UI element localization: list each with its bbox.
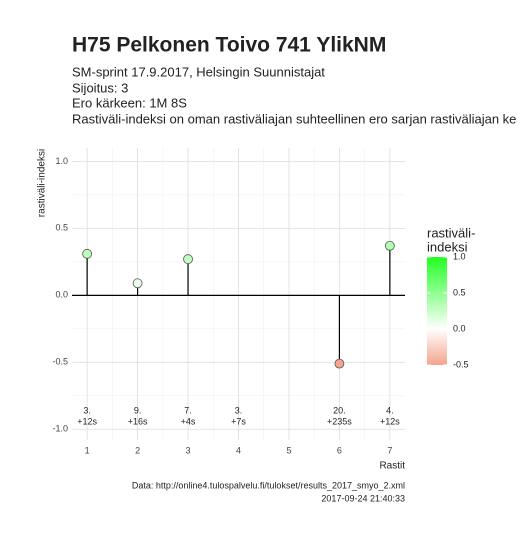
bottom-label: 20. bbox=[333, 405, 346, 415]
subtitle: Sijoitus: 3 bbox=[72, 80, 128, 95]
bottom-label: 7. bbox=[184, 405, 192, 415]
legend-tick-label: 1.0 bbox=[453, 251, 466, 261]
x-tick-label: 6 bbox=[337, 445, 342, 455]
y-axis-label: rastiväli-indeksi bbox=[37, 149, 48, 217]
bottom-label: +12s bbox=[77, 416, 97, 426]
bottom-label: 4. bbox=[386, 405, 394, 415]
point bbox=[183, 254, 193, 265]
bottom-label: +4s bbox=[181, 416, 196, 426]
bottom-label: 3. bbox=[83, 405, 91, 415]
subtitle: Rastiväli-indeksi on oman rastiväliajan … bbox=[72, 111, 517, 126]
subtitle: SM-sprint 17.9.2017, Helsingin Suunnista… bbox=[72, 64, 325, 79]
x-axis-label: Rastit bbox=[379, 461, 405, 472]
y-tick-label: 0.5 bbox=[55, 223, 68, 233]
subtitle: Ero kärkeen: 1M 8S bbox=[72, 95, 187, 110]
x-tick-label: 5 bbox=[286, 445, 291, 455]
colorbar bbox=[427, 257, 447, 365]
y-tick-label: -0.5 bbox=[52, 357, 68, 367]
x-tick-label: 2 bbox=[135, 445, 140, 455]
x-tick-label: 4 bbox=[236, 445, 241, 455]
legend-title: rastiväli- bbox=[427, 225, 475, 240]
bottom-label: +12s bbox=[380, 416, 400, 426]
x-tick-label: 7 bbox=[387, 445, 392, 455]
x-tick-label: 1 bbox=[85, 445, 90, 455]
bottom-label: +235s bbox=[327, 416, 352, 426]
point bbox=[82, 248, 93, 259]
point bbox=[384, 240, 395, 251]
y-tick-label: -1.0 bbox=[52, 424, 68, 434]
point bbox=[334, 358, 345, 369]
bottom-label: +7s bbox=[231, 416, 246, 426]
point bbox=[132, 278, 143, 289]
legend-tick-label: 0.0 bbox=[453, 323, 466, 333]
bottom-label: 3. bbox=[235, 405, 243, 415]
caption: 2017-09-24 21:40:33 bbox=[321, 493, 405, 503]
y-tick-label: 1.0 bbox=[55, 156, 68, 166]
y-tick-label: 0.0 bbox=[55, 290, 68, 300]
bottom-label: 9. bbox=[134, 405, 142, 415]
legend-title: indeksi bbox=[427, 239, 468, 254]
x-tick-label: 3 bbox=[186, 445, 191, 455]
legend-tick-label: 0.5 bbox=[453, 287, 466, 297]
chart-title: H75 Pelkonen Toivo 741 YlikNM bbox=[72, 34, 386, 57]
bottom-label: +16s bbox=[128, 416, 148, 426]
caption: Data: http://online4.tulospalvelu.fi/tul… bbox=[132, 480, 405, 490]
legend-tick-label: -0.5 bbox=[453, 359, 469, 369]
